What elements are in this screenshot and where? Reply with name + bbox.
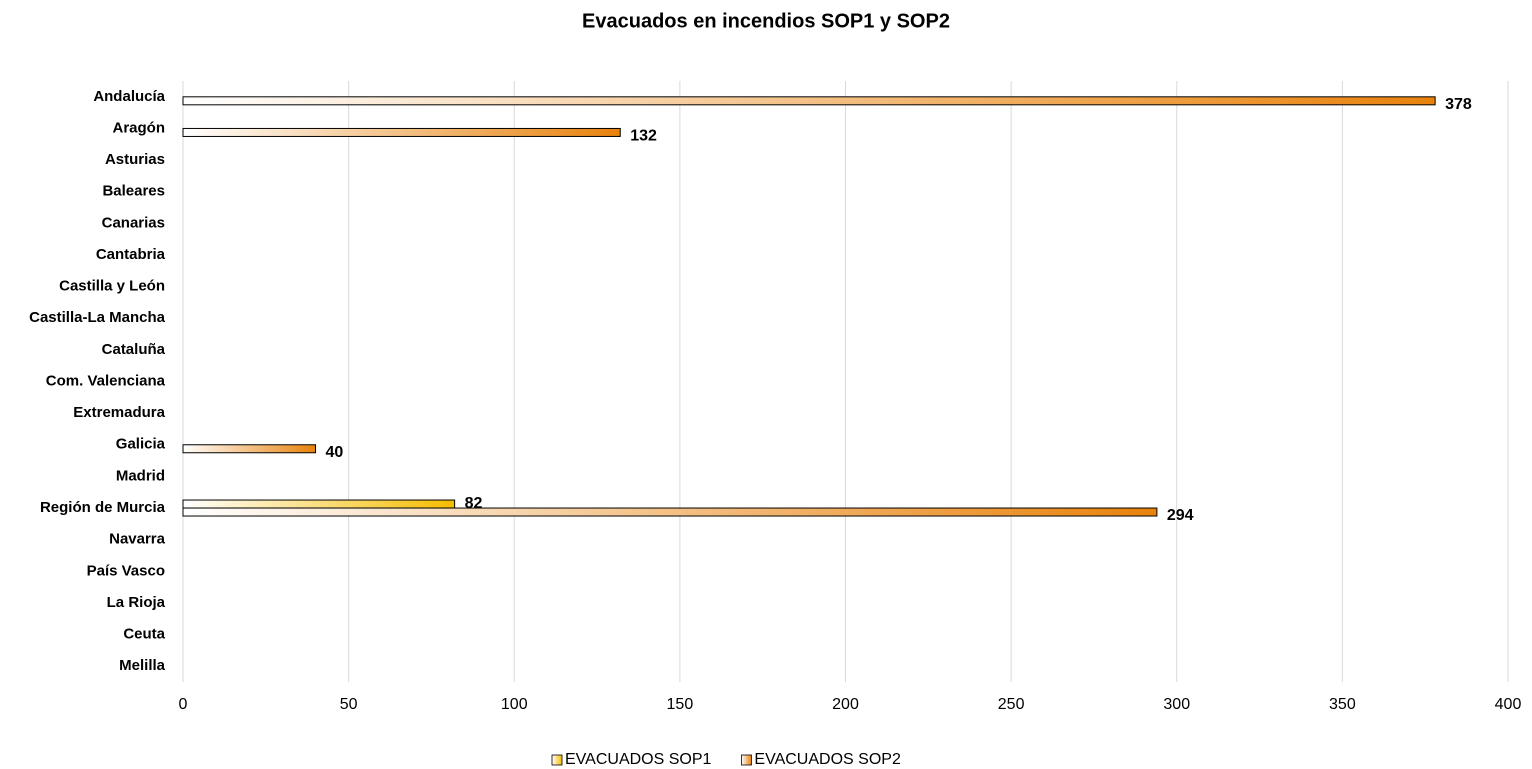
y-tick-label: Galicia	[116, 436, 166, 453]
data-label: 40	[326, 444, 344, 461]
x-tick-label: 50	[340, 696, 358, 713]
y-tick-label: País Vasco	[87, 562, 165, 579]
legend-label: EVACUADOS SOP2	[754, 751, 901, 768]
y-tick-label: Castilla y León	[59, 278, 165, 295]
legend-swatch	[551, 754, 563, 766]
bar	[182, 127, 621, 137]
y-tick-label: Castilla-La Mancha	[29, 309, 166, 326]
y-tick-label: Melilla	[119, 657, 166, 674]
y-tick-label: Andalucía	[93, 88, 165, 105]
y-tick-label: La Rioja	[107, 594, 166, 611]
chart-title: Evacuados en incendios SOP1 y SOP2	[582, 10, 950, 32]
x-tick-label: 200	[832, 696, 859, 713]
bar	[182, 96, 1436, 106]
y-tick-label: Madrid	[116, 467, 165, 484]
y-tick-label: Cataluña	[102, 341, 166, 358]
bar	[182, 499, 456, 509]
data-label: 132	[630, 128, 657, 145]
y-tick-label: Navarra	[109, 531, 166, 548]
data-label: 378	[1445, 96, 1472, 113]
x-tick-label: 400	[1495, 696, 1522, 713]
y-tick-label: Baleares	[102, 183, 165, 200]
x-tick-label: 0	[179, 696, 188, 713]
y-tick-label: Aragón	[113, 119, 166, 136]
legend-swatch	[741, 754, 752, 766]
y-tick-label: Región de Murcia	[40, 499, 166, 516]
legend-label: EVACUADOS SOP1	[565, 751, 712, 768]
y-tick-label: Asturias	[105, 151, 165, 168]
data-label: 294	[1167, 507, 1194, 524]
y-tick-label: Extremadura	[73, 404, 165, 421]
bar	[182, 507, 1158, 517]
y-tick-label: Cantabria	[96, 246, 166, 263]
x-tick-label: 100	[501, 696, 528, 713]
y-tick-label: Canarias	[102, 214, 165, 231]
x-tick-label: 250	[998, 696, 1025, 713]
x-tick-label: 350	[1329, 696, 1356, 713]
x-tick-label: 300	[1163, 696, 1190, 713]
x-tick-label: 150	[667, 696, 694, 713]
y-tick-label: Com. Valenciana	[46, 372, 166, 389]
bar	[182, 444, 316, 454]
y-tick-label: Ceuta	[123, 626, 165, 643]
